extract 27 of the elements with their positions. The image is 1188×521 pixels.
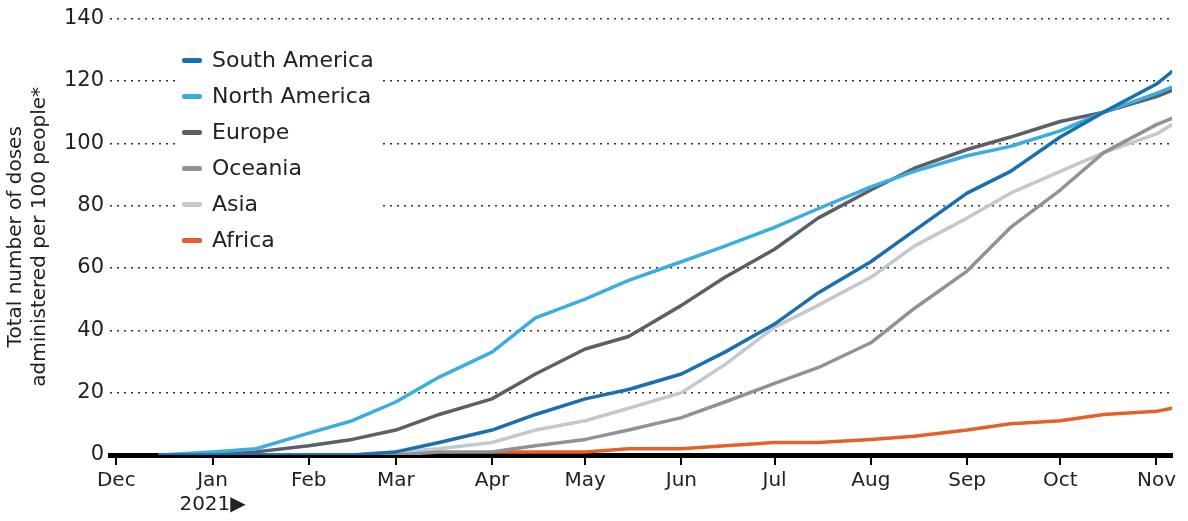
legend-label: Europe [212,118,290,146]
y-axis-title: Total number of doses administered per 100 people* [2,86,51,387]
x-tick-label: Mar [376,467,416,492]
x-tick-label: Sep [948,467,986,492]
x-tick-label: May [564,467,606,492]
legend-label: Oceania [212,154,302,182]
y-tick-label: 100 [63,129,105,154]
y-tick-label: 60 [77,254,105,279]
x-tick-label: Apr [474,467,511,492]
y-tick-label: 20 [77,379,105,404]
y-tick-label: 0 [90,441,105,466]
x-tick-label: Jun [663,467,698,492]
legend-label: Africa [212,226,275,254]
x-tick-label: Feb [291,467,327,492]
x-tick-label: Jul [760,467,787,492]
y-tick-label: 120 [63,67,105,92]
x-tick-label: Oct [1042,467,1078,492]
y-tick-label: 40 [77,316,105,341]
x-tick-label: Dec [96,467,136,492]
x-tick-label: Jan 2021▶ [179,467,247,516]
legend-label: Asia [212,190,259,218]
y-tick-label: 80 [77,192,105,217]
legend-label: South America [212,46,374,74]
x-tick-label: Aug [851,467,891,492]
y-tick-label: 140 [63,5,105,30]
legend-label: North America [212,82,372,110]
x-tick-label: Nov [1136,467,1177,492]
